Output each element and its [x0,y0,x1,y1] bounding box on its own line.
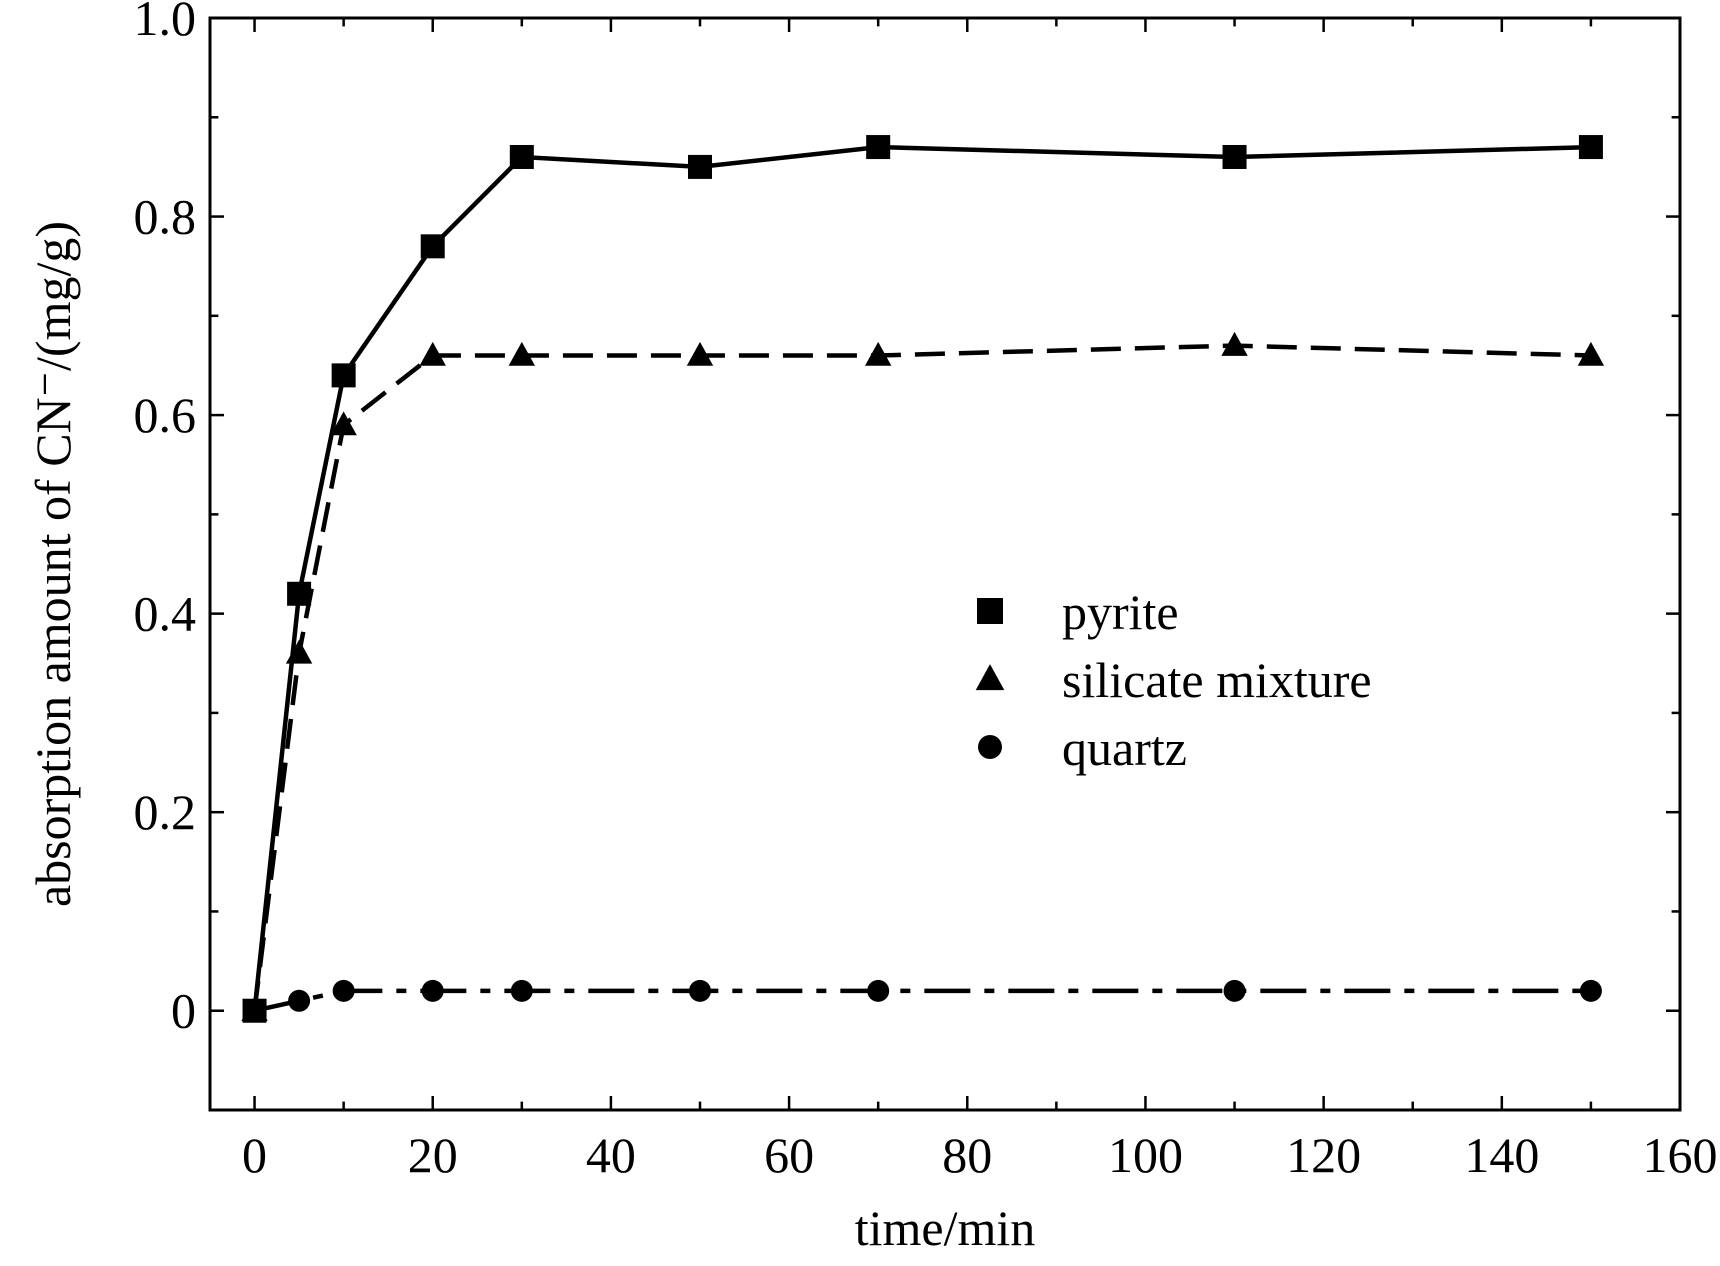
legend-label: pyrite [1062,584,1179,640]
legend-marker-square [977,598,1003,624]
data-point-triangle [419,341,446,366]
data-point-triangle [864,341,892,366]
legend: pyrite silicate mixture quartz [975,584,1372,776]
x-tick-label: 0 [242,1127,267,1183]
x-tick-label: 40 [586,1127,636,1183]
data-point-circle [510,979,533,1002]
series-pyrite [242,135,1603,1023]
data-point-square [331,363,356,388]
data-point-triangle [1221,331,1248,356]
data-point-circle [1223,979,1246,1002]
x-tick-label: 160 [1643,1127,1718,1183]
legend-item: quartz [978,720,1187,776]
data-point-circle [288,989,311,1012]
y-tick-label: 1.0 [134,0,197,46]
data-point-square [1578,135,1603,160]
legend-item: pyrite [977,584,1179,640]
data-point-circle [332,979,355,1002]
data-point-triangle [1577,341,1605,366]
y-tick-label: 0.8 [134,189,197,245]
y-tick-label: 0 [171,983,196,1039]
x-tick-label: 120 [1286,1127,1361,1183]
x-axis-title: time/min [855,1200,1036,1256]
x-tick-label: 140 [1464,1127,1539,1183]
y-axis-title: absorption amount of CN⁻/(mg/g) [25,221,81,907]
data-point-square [287,581,312,606]
series-line [252,343,1591,1011]
data-point-square [509,144,534,169]
data-point-triangle [508,341,536,366]
plot-frame [208,16,1682,1112]
data-point-circle [867,979,890,1002]
series-line [252,144,1591,1011]
data-point-square [242,998,267,1023]
data-point-triangle [330,411,357,436]
series-line [254,988,1591,1013]
series-quartz [243,979,1602,1022]
legend-marker-circle [978,735,1002,759]
data-point-triangle [686,341,714,366]
y-tick-label: 0.6 [134,387,197,443]
data-point-circle [421,979,444,1002]
data-point-square [866,135,891,160]
x-tick-label: 20 [408,1127,458,1183]
data-point-square [420,234,445,259]
legend-marker-triangle [975,664,1005,691]
legend-label: silicate mixture [1062,652,1372,708]
x-tick-label: 60 [764,1127,814,1183]
data-point-circle [1579,979,1602,1002]
y-tick-label: 0.4 [134,586,197,642]
x-tick-label: 100 [1108,1127,1183,1183]
series-silicate-mixture [241,331,1605,1021]
data-point-circle [689,979,711,1002]
axis-ticks: 0 20 40 60 80 100 120 140 160 0 0.2 0.4 0.6 0.8 1.0 [134,0,1718,1183]
y-tick-label: 0.2 [134,784,197,840]
legend-item: silicate mixture [975,652,1372,708]
x-tick-label: 80 [942,1127,992,1183]
data-point-square [1222,144,1247,169]
series-layer [241,135,1605,1023]
legend-label: quartz [1062,720,1187,776]
data-point-square [688,154,712,179]
